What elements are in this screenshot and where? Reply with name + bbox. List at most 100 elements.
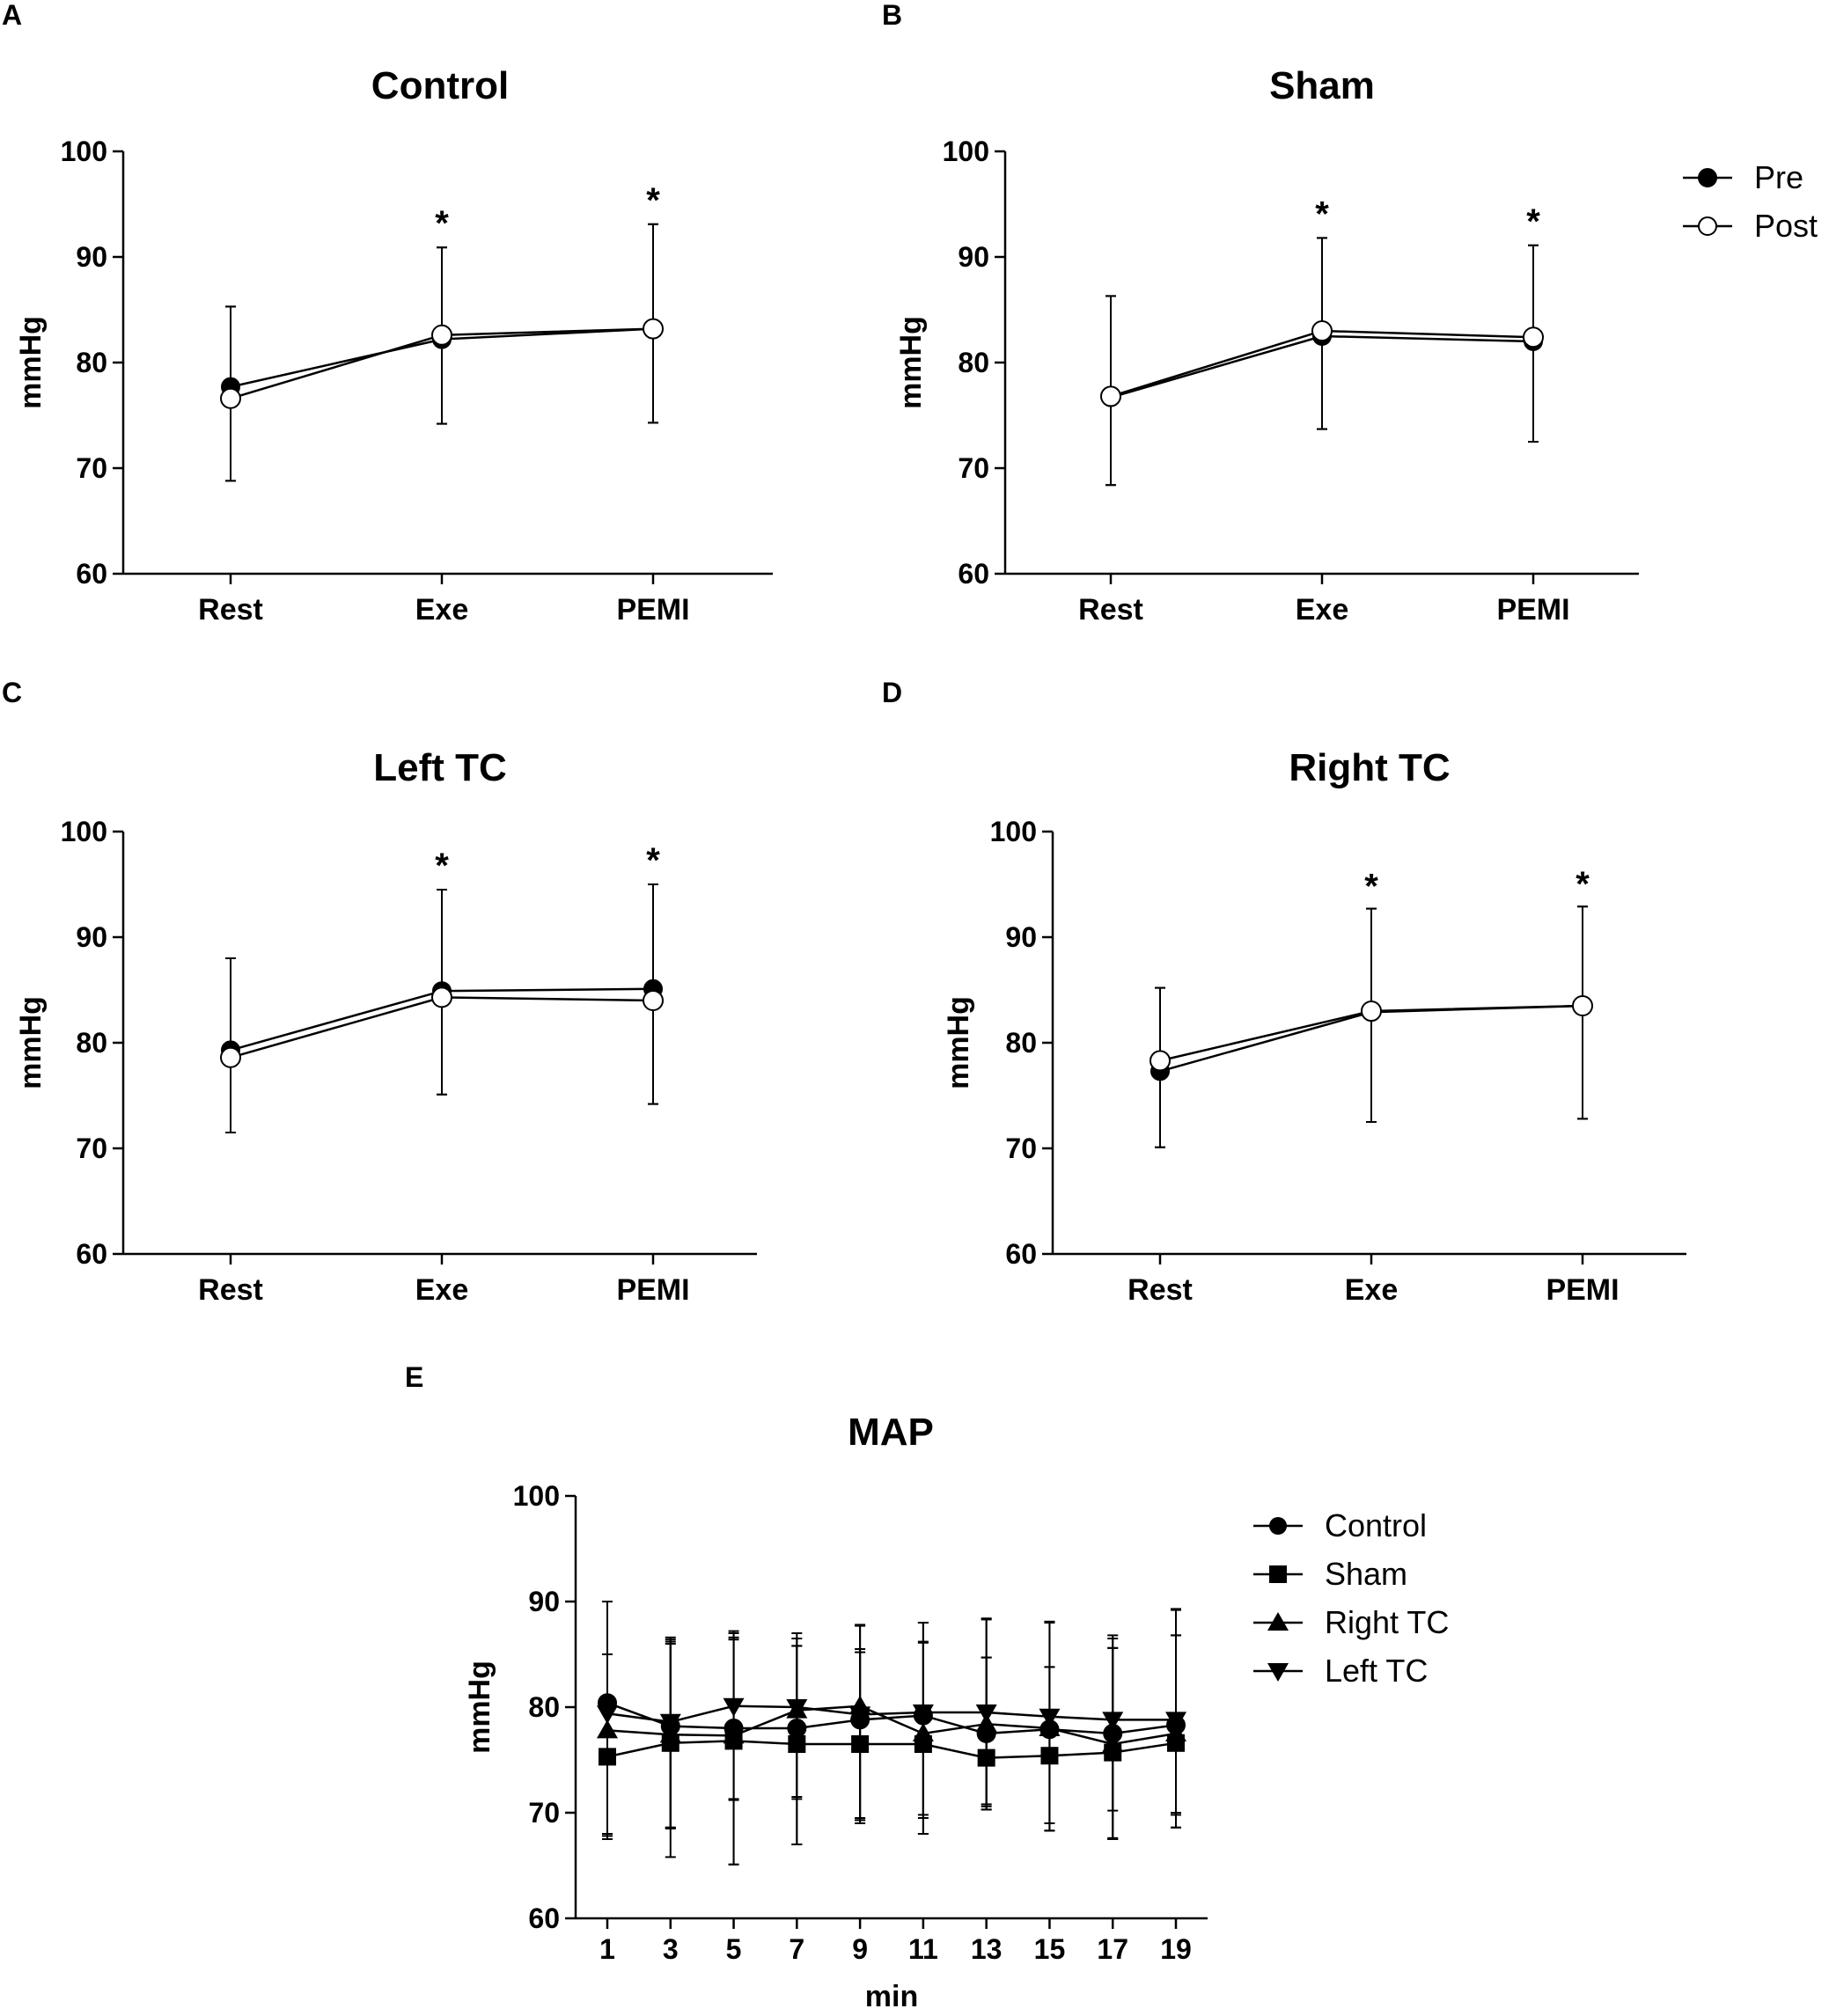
chart-title: Right TC [1289, 746, 1450, 789]
series-line-left-tc [606, 1704, 1176, 1724]
data-point-sham [1040, 1747, 1059, 1765]
chart-panel-right-tc: Right TC 60 70 80 90 100 mmHg Rest Exe PEMI * * [942, 746, 1686, 1307]
series-line-sham [606, 1740, 1177, 1759]
panel-letter-a: A [2, 0, 22, 31]
y-tick-label: 90 [1005, 921, 1037, 953]
y-tick-label: 60 [76, 558, 107, 590]
panel-letter-d: D [882, 677, 902, 708]
x-tick-label: 9 [852, 1933, 868, 1965]
data-point-left-tc [1165, 1712, 1186, 1731]
x-tick-label-pemi: PEMI [1546, 1273, 1619, 1307]
y-tick-label: 60 [528, 1902, 560, 1934]
legend-marker-left-tc [1267, 1663, 1289, 1682]
y-tick-label: 70 [76, 1133, 107, 1164]
chart-title: Left TC [373, 746, 507, 789]
y-tick-label: 60 [1005, 1238, 1037, 1270]
chart-title: MAP [848, 1411, 934, 1454]
y-tick-label: 70 [958, 452, 989, 484]
y-tick-label: 100 [61, 136, 107, 167]
x-tick-label-pemi: PEMI [616, 1273, 689, 1307]
x-tick-label: 7 [789, 1933, 804, 1965]
panel-letter-c: C [2, 677, 22, 708]
y-tick-label: 80 [528, 1691, 560, 1723]
data-point-left-tc [786, 1699, 808, 1718]
panel-letter-e: E [405, 1361, 423, 1393]
data-point-post [1572, 995, 1593, 1016]
data-point-post [431, 986, 452, 1008]
data-point-right-tc [1102, 1734, 1124, 1752]
legend-marker-post [1698, 216, 1717, 236]
data-point-right-tc [597, 1719, 618, 1739]
y-tick-label: 100 [943, 136, 989, 167]
data-point-post [1311, 320, 1333, 341]
chart-title: Control [371, 64, 509, 107]
x-tick-label: 19 [1160, 1933, 1192, 1965]
data-point-post [643, 990, 664, 1011]
data-point-right-tc [723, 1725, 745, 1744]
significance-star: * [1576, 865, 1590, 904]
series-line-right-tc [606, 1704, 1177, 1746]
data-point-left-tc [849, 1706, 871, 1726]
significance-star: * [1526, 202, 1540, 241]
y-tick-label: 100 [61, 816, 107, 847]
x-tick-label-exe: Exe [1345, 1273, 1399, 1307]
significance-star: * [1315, 194, 1329, 233]
x-axis-label: min [865, 1980, 918, 2013]
x-tick-label-rest: Rest [198, 593, 263, 627]
chart-panel-control: Control 60 70 80 90 100 mmHg Rest Exe PEMI * * [14, 64, 773, 627]
data-point-left-tc [723, 1697, 745, 1717]
x-tick-label: 17 [1097, 1933, 1128, 1965]
legend-marker-control [1269, 1517, 1287, 1535]
data-point-left-tc [912, 1704, 934, 1723]
y-tick-label: 90 [76, 241, 107, 273]
significance-star: * [646, 181, 660, 220]
data-point-right-tc [912, 1723, 934, 1741]
data-point-right-tc [1165, 1723, 1186, 1741]
x-tick-label-rest: Rest [1128, 1273, 1193, 1307]
x-tick-label-rest: Rest [1078, 593, 1143, 627]
y-tick-label: 60 [76, 1238, 107, 1270]
legend-label-right-tc: Right TC [1325, 1604, 1449, 1640]
series-line-control [606, 1702, 1177, 1735]
data-point-post [643, 318, 664, 340]
y-axis-label: mmHg [942, 996, 975, 1089]
legend-label-control: Control [1325, 1507, 1427, 1543]
y-tick-label: 70 [528, 1797, 560, 1829]
y-tick-label: 70 [76, 452, 107, 484]
y-tick-label: 80 [1005, 1027, 1037, 1059]
legend-marker-sham [1269, 1565, 1287, 1583]
x-tick-label: 1 [599, 1933, 615, 1965]
data-point-sham [977, 1748, 995, 1767]
x-tick-label: 13 [971, 1933, 1003, 1965]
data-point-control [787, 1719, 807, 1738]
legend-map: Control Sham Right TC Left TC [1253, 1507, 1449, 1689]
legend-label-left-tc: Left TC [1325, 1653, 1428, 1689]
data-point-left-tc [975, 1704, 997, 1723]
data-point-post [431, 324, 452, 346]
y-tick-label: 90 [76, 921, 107, 953]
y-tick-label: 60 [958, 558, 989, 590]
y-axis-label: mmHg [14, 996, 48, 1089]
y-axis-label: mmHg [894, 316, 928, 409]
data-point-right-tc [659, 1724, 681, 1743]
x-tick-label-exe: Exe [415, 593, 469, 627]
y-tick-label: 80 [958, 347, 989, 378]
y-tick-label: 80 [76, 1027, 107, 1059]
y-tick-label: 90 [528, 1586, 560, 1617]
y-tick-label: 100 [513, 1480, 560, 1512]
data-point-post [1150, 1050, 1171, 1072]
y-tick-label: 90 [958, 241, 989, 273]
x-tick-label-exe: Exe [1296, 593, 1349, 627]
data-point-sham [599, 1748, 616, 1766]
y-tick-label: 80 [76, 347, 107, 378]
significance-star: * [435, 847, 449, 885]
chart-panel-sham: Sham 60 70 80 90 100 mmHg Rest Exe PEMI * * [894, 64, 1639, 627]
x-tick-label: 3 [663, 1933, 679, 1965]
y-axis-label: mmHg [14, 316, 48, 409]
y-tick-label: 70 [1005, 1133, 1037, 1164]
data-point-post [220, 387, 241, 409]
panel-letter-b: B [882, 0, 902, 31]
chart-panel-left-tc: Left TC 60 70 80 90 100 mmHg Rest Exe PEMI * * [14, 746, 757, 1307]
legend-label-post: Post [1754, 208, 1818, 244]
